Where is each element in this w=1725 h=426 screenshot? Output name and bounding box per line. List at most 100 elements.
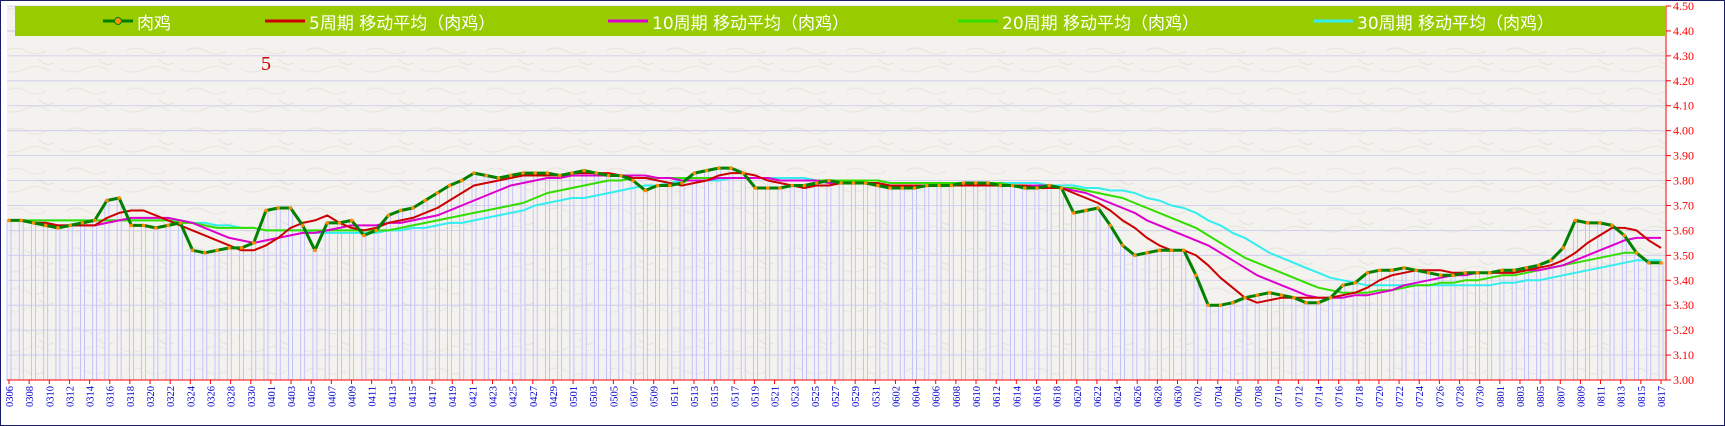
series-point xyxy=(1536,263,1541,268)
x-tick-label: 0730 xyxy=(1476,386,1487,407)
value-bar xyxy=(1609,225,1615,381)
value-bar xyxy=(398,210,403,381)
x-tick-label: 0622 xyxy=(1093,386,1104,407)
legend-marker-green-line-icon xyxy=(103,17,133,25)
value-bar xyxy=(263,210,269,381)
x-tick-label: 0527 xyxy=(831,386,842,407)
value-bar xyxy=(1058,187,1064,381)
value-bar xyxy=(67,225,73,381)
series-point xyxy=(1120,243,1125,248)
series-point xyxy=(680,181,684,185)
y-tick-label: 3.00 xyxy=(1673,373,1694,387)
value-bar xyxy=(80,222,85,381)
series-point xyxy=(1610,223,1614,228)
x-tick-label: 0324 xyxy=(186,385,197,407)
value-bar xyxy=(1267,292,1272,381)
x-tick-label: 0813 xyxy=(1617,386,1628,407)
value-bar xyxy=(31,222,36,381)
value-bar xyxy=(1352,282,1358,381)
value-bar xyxy=(606,175,612,381)
value-bar xyxy=(447,185,452,381)
x-tick-label: 0322 xyxy=(166,386,177,407)
series-point xyxy=(1292,295,1296,300)
x-tick-label: 0417 xyxy=(428,386,439,407)
value-bar xyxy=(728,167,734,381)
value-bar xyxy=(802,185,807,381)
series-point xyxy=(215,248,219,253)
value-bar xyxy=(1144,252,1150,381)
series-point xyxy=(704,168,709,173)
value-bar xyxy=(336,222,342,381)
x-tick-label: 0801 xyxy=(1496,386,1507,407)
series-point xyxy=(1389,268,1394,273)
value-bar xyxy=(214,249,220,381)
series-point xyxy=(300,223,305,228)
x-tick-label: 0815 xyxy=(1637,386,1648,407)
series-point xyxy=(790,183,794,188)
value-bar xyxy=(789,185,795,381)
x-tick-label: 0519 xyxy=(750,386,761,407)
value-bar xyxy=(128,225,134,381)
series-point xyxy=(1316,300,1321,305)
series-point xyxy=(1304,300,1308,305)
series-point xyxy=(594,171,599,175)
series-point xyxy=(1622,233,1627,238)
series-point xyxy=(1084,208,1088,213)
value-bar xyxy=(471,172,477,381)
x-tick-label: 0807 xyxy=(1556,386,1567,407)
value-bar xyxy=(924,185,930,381)
series-point xyxy=(570,171,574,175)
y-tick-label: 4.00 xyxy=(1673,124,1694,138)
series-point xyxy=(1451,273,1455,278)
x-tick-label: 0401 xyxy=(267,386,278,407)
value-bar xyxy=(1205,304,1211,381)
x-tick-label: 0817 xyxy=(1657,386,1668,407)
y-tick-label: 4.30 xyxy=(1673,49,1694,63)
value-bar xyxy=(361,234,367,381)
value-bar xyxy=(1132,254,1138,381)
series-point xyxy=(1438,273,1443,278)
x-tick-label: 0712 xyxy=(1294,386,1305,407)
value-bar xyxy=(104,200,110,381)
series-point xyxy=(1475,270,1480,275)
x-tick-label: 0610 xyxy=(972,386,983,407)
value-bar xyxy=(190,249,195,381)
series-line-2 xyxy=(9,172,1662,304)
x-tick-label: 0523 xyxy=(791,386,802,407)
value-bar xyxy=(1046,185,1052,381)
value-bar xyxy=(716,167,722,381)
value-bar xyxy=(1438,274,1444,381)
value-bar xyxy=(43,225,49,381)
series-point xyxy=(998,183,1002,188)
value-bar xyxy=(18,220,24,381)
series-lines xyxy=(7,166,1663,308)
value-bar xyxy=(997,185,1003,381)
x-tick-label: 0606 xyxy=(932,386,943,407)
series-point xyxy=(1255,293,1259,298)
series-point xyxy=(1047,183,1051,188)
series-point xyxy=(876,183,880,188)
series-point xyxy=(1341,283,1345,288)
x-tick-label: 0521 xyxy=(771,386,782,407)
series-point xyxy=(472,171,476,175)
value-bar xyxy=(704,170,709,381)
value-bar xyxy=(1107,225,1113,381)
series-point xyxy=(643,188,648,193)
x-tick-label: 0320 xyxy=(146,386,157,407)
x-tick-label: 0718 xyxy=(1355,386,1366,407)
value-bar xyxy=(300,225,306,381)
legend-item-series-1: 肉鸡 xyxy=(103,6,171,36)
series-point xyxy=(496,176,501,180)
series-point xyxy=(1022,186,1027,190)
series-point xyxy=(1145,251,1149,255)
series-point xyxy=(7,218,11,223)
x-tick-label: 0509 xyxy=(650,386,661,407)
value-bar xyxy=(569,172,575,381)
series-point xyxy=(1646,261,1651,265)
x-tick-label: 0614 xyxy=(1012,385,1023,407)
y-tick-label: 4.20 xyxy=(1673,74,1694,88)
series-point xyxy=(1377,268,1382,273)
series-point xyxy=(606,173,611,178)
value-bar xyxy=(92,220,98,381)
